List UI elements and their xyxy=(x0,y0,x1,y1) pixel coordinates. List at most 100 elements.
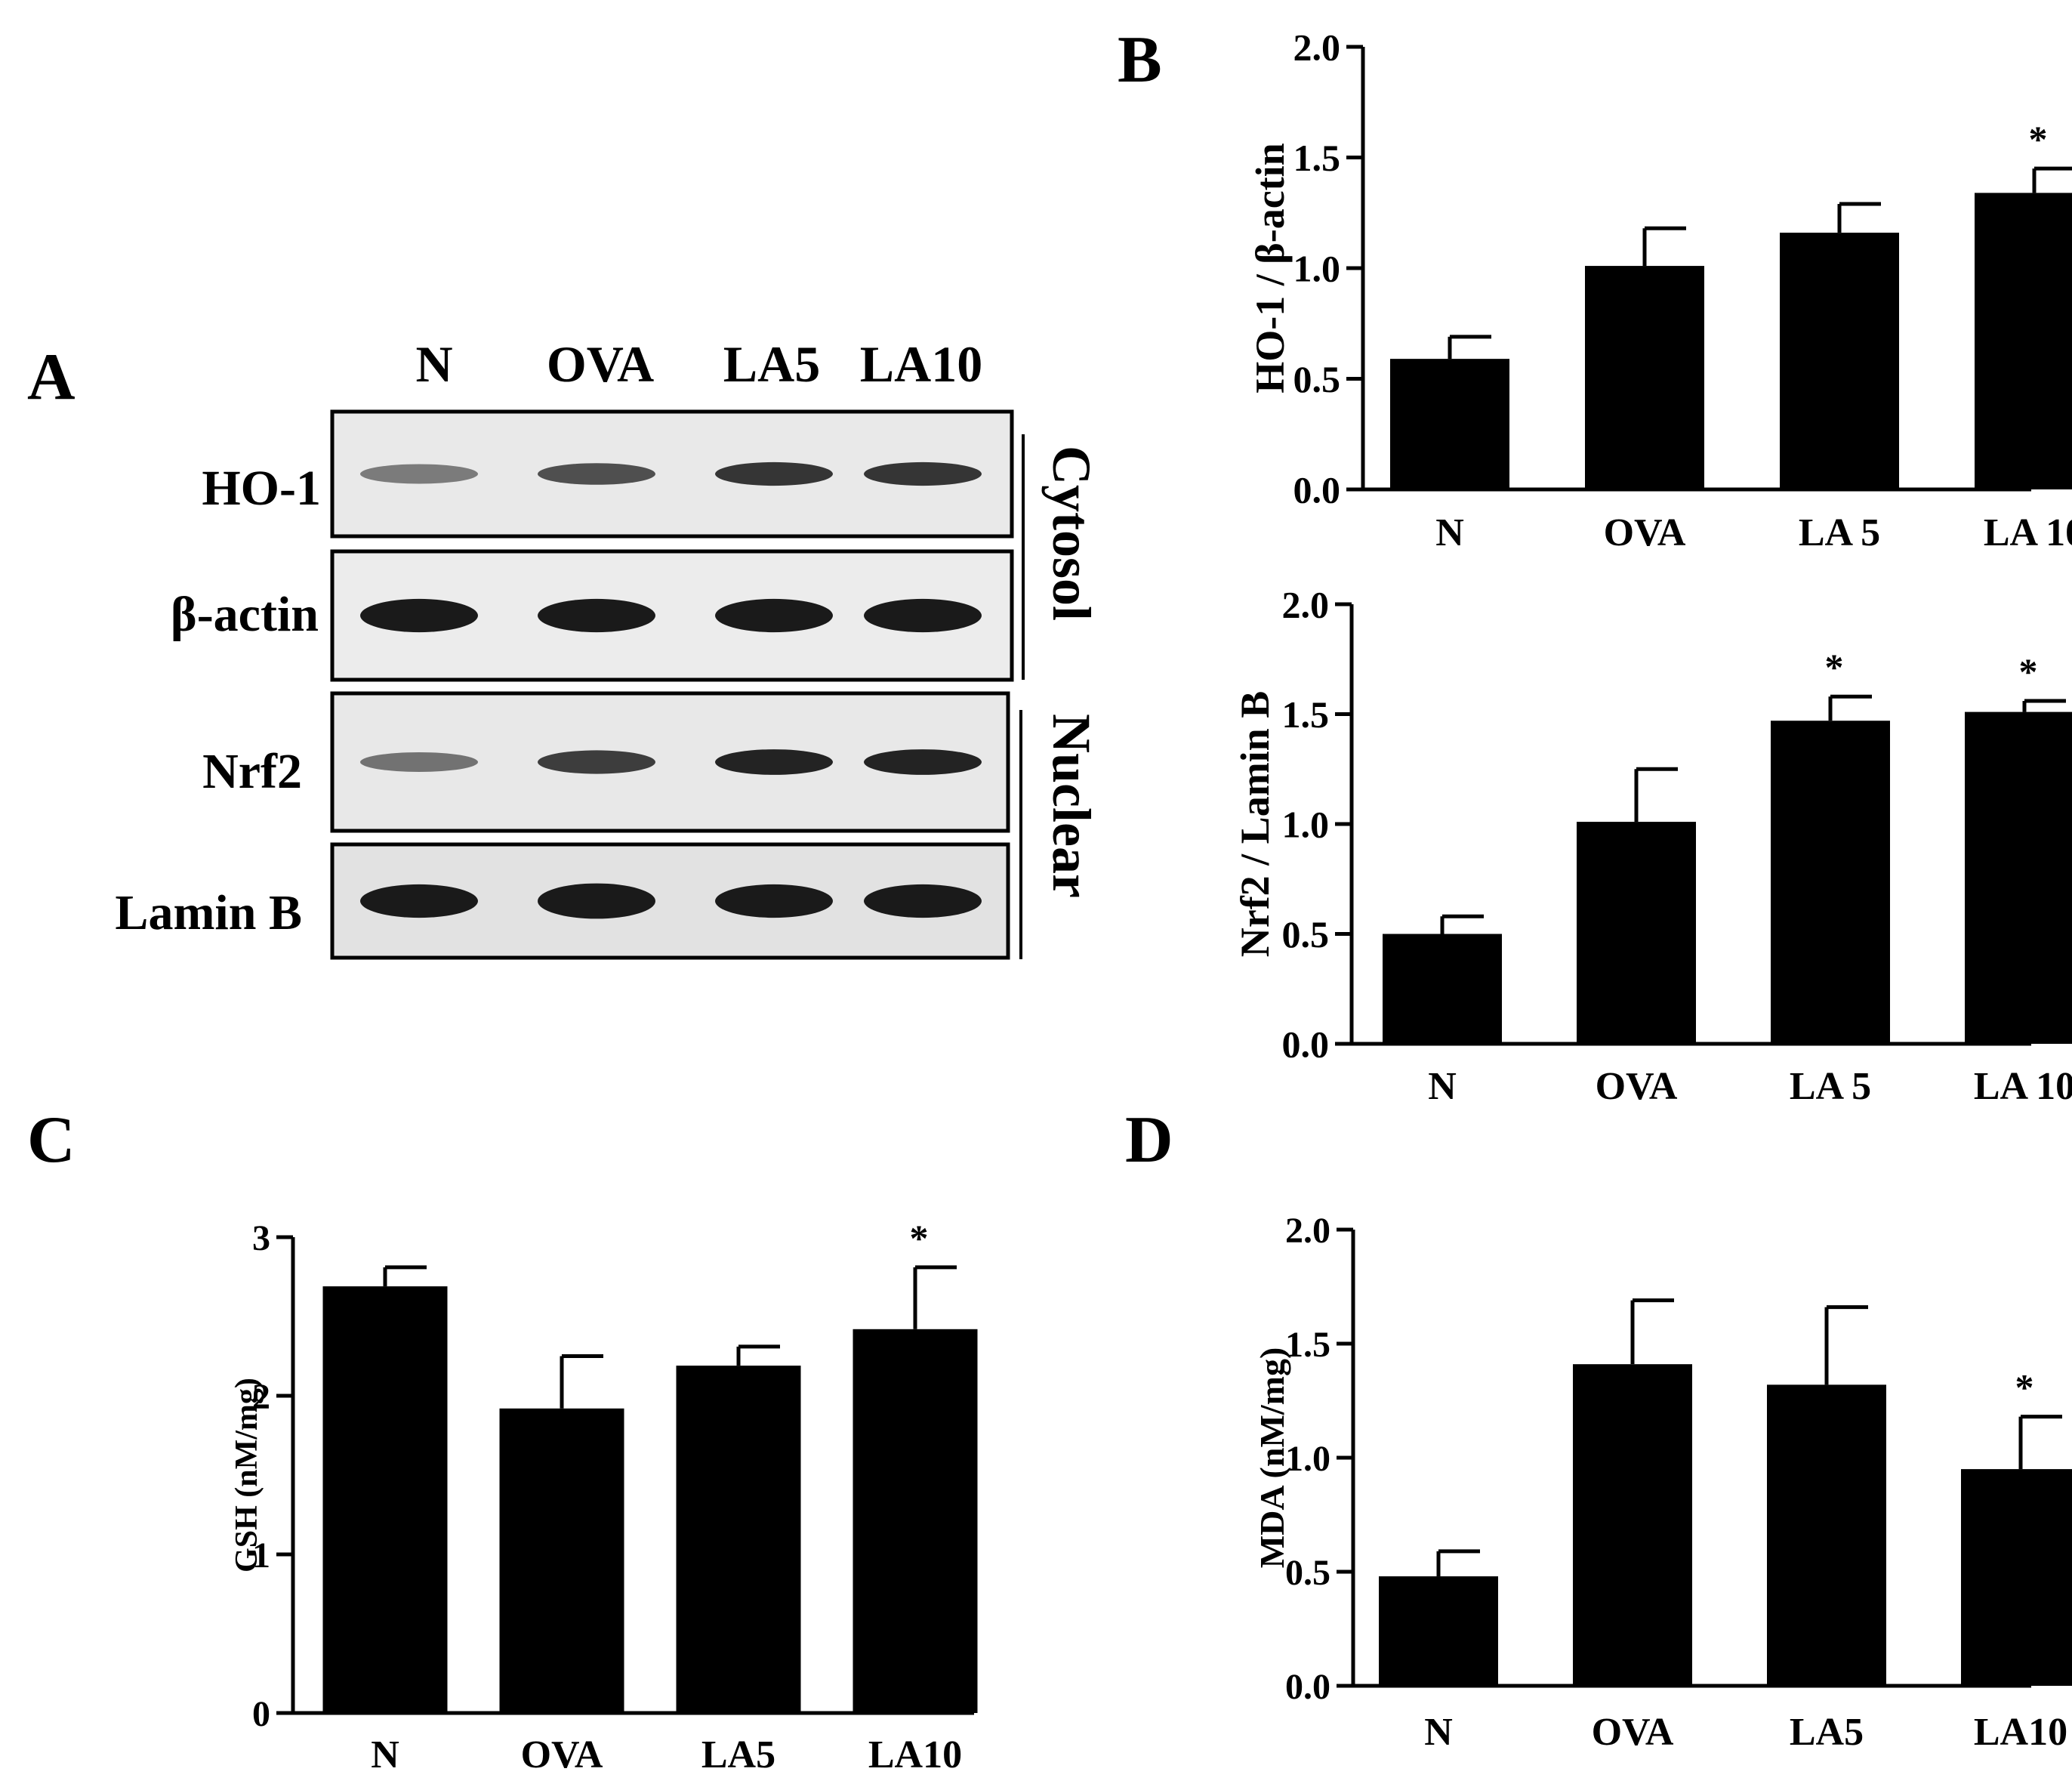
category-label: LA 5 xyxy=(1790,1065,1871,1108)
chart-nrf2: 0.0 0.5 1.0 1.5 2.0 Nrf2 / Lamin B N OVA * LA 5 * L… xyxy=(1232,584,2072,1108)
panel-label-a: A xyxy=(27,341,76,414)
western-blot: N OVA LA5 LA10 HO-1 β-actin Nrf2 Lamin B xyxy=(115,335,1102,960)
category-label: OVA xyxy=(1596,1065,1678,1108)
y-axis-label: MDA (nM/mg) xyxy=(1253,1347,1291,1569)
lane-label: LA10 xyxy=(860,335,982,393)
lane-labels: N OVA LA5 LA10 xyxy=(415,335,982,393)
category-label: N xyxy=(1424,1711,1453,1754)
bar xyxy=(1390,359,1509,489)
blot-strip xyxy=(330,691,1010,833)
y-tick-label: 0.5 xyxy=(1282,913,1330,955)
fraction-label-cytosol: Cytosol xyxy=(1041,446,1102,621)
blot-band xyxy=(360,464,478,484)
blot-band xyxy=(360,752,478,772)
panel-label-b: B xyxy=(1118,23,1162,97)
y-axis-label: GSH (nM/mg) xyxy=(230,1378,264,1573)
category-label: LA10 xyxy=(1974,1711,2067,1754)
blot-band xyxy=(715,598,833,633)
y-tick-label: 2.0 xyxy=(1293,26,1341,69)
blot-band xyxy=(538,463,655,485)
y-tick-label: 1.0 xyxy=(1285,1439,1330,1479)
category-label: LA5 xyxy=(701,1733,775,1776)
bar xyxy=(676,1366,801,1713)
category-label: LA 10 xyxy=(1984,511,2072,554)
category-label: LA5 xyxy=(1790,1711,1864,1754)
blot-band xyxy=(360,598,478,633)
category-label: N xyxy=(1435,511,1464,554)
blot-band xyxy=(715,749,833,775)
bar xyxy=(1965,711,2072,1044)
y-tick-label: 3 xyxy=(252,1218,270,1258)
fraction-brackets: Cytosol Nuclear xyxy=(1019,434,1102,959)
category-label: OVA xyxy=(1592,1711,1674,1754)
lane-label: LA5 xyxy=(723,335,820,393)
bar xyxy=(1379,1576,1498,1686)
y-axis-label: HO-1 / β-actin xyxy=(1247,143,1293,393)
y-tick-label: 0.5 xyxy=(1285,1553,1330,1593)
bar xyxy=(1771,721,1890,1044)
blot-band xyxy=(715,884,833,918)
y-tick-label: 2.0 xyxy=(1285,1211,1330,1251)
row-label: β-actin xyxy=(171,587,319,642)
y-tick-label: 1.5 xyxy=(1285,1325,1330,1365)
y-tick-label: 0.5 xyxy=(1293,358,1341,400)
y-tick-label: 2 xyxy=(252,1377,270,1417)
bar xyxy=(1975,193,2072,489)
blot-band xyxy=(864,598,982,633)
chart-mda: 0.0 0.5 1.0 1.5 2.0 MDA (nM/mg) N OVA LA5 * LA10 xyxy=(1253,1211,2072,1754)
row-label: Nrf2 xyxy=(202,744,302,799)
bar xyxy=(1767,1384,1886,1686)
row-labels: HO-1 β-actin Nrf2 Lamin B xyxy=(115,461,321,940)
category-label: LA10 xyxy=(868,1733,962,1776)
lane-label: N xyxy=(415,335,452,393)
blot-strips xyxy=(330,409,1014,960)
blot-band xyxy=(864,884,982,918)
blot-band xyxy=(538,750,655,774)
y-tick-label: 0.0 xyxy=(1285,1667,1330,1707)
y-tick-label: 0 xyxy=(252,1694,270,1734)
fraction-label-nuclear: Nuclear xyxy=(1041,714,1102,898)
category-label: N xyxy=(1428,1065,1457,1108)
y-tick-label: 1 xyxy=(252,1536,270,1576)
blot-band xyxy=(715,461,833,486)
y-tick-label: 0.0 xyxy=(1293,469,1341,511)
bar xyxy=(322,1286,448,1713)
bar xyxy=(1780,233,1899,489)
y-tick-label: 0.0 xyxy=(1282,1023,1330,1066)
bar xyxy=(1585,266,1704,489)
row-label: Lamin B xyxy=(115,885,302,940)
bar xyxy=(1577,822,1696,1044)
lane-label: OVA xyxy=(547,335,654,393)
blot-band xyxy=(360,884,478,918)
panel-label-c: C xyxy=(27,1103,76,1177)
blot-band xyxy=(864,749,982,775)
significance-mark: * xyxy=(2015,1366,2034,1409)
bar xyxy=(1383,934,1502,1044)
bar xyxy=(1961,1469,2072,1686)
y-tick-label: 1.5 xyxy=(1282,693,1330,736)
significance-mark: * xyxy=(910,1217,929,1259)
blot-strip xyxy=(330,409,1014,539)
significance-mark: * xyxy=(1825,646,1844,688)
bar xyxy=(1573,1364,1692,1686)
significance-mark: * xyxy=(2029,118,2048,160)
blot-band xyxy=(538,598,655,633)
bar xyxy=(853,1329,978,1713)
category-label: LA 5 xyxy=(1799,511,1880,554)
panel-label-d: D xyxy=(1125,1103,1173,1177)
blot-strip xyxy=(330,549,1014,682)
chart-gsh: 0 1 2 3 GSH (nM/mg) N OVA LA5 * LA10 xyxy=(230,1217,978,1776)
chart-ho1: 0.0 0.5 1.0 1.5 2.0 HO-1 / β-actin N OVA LA 5 * LA… xyxy=(1247,26,2072,554)
category-label: N xyxy=(371,1733,399,1776)
y-tick-label: 2.0 xyxy=(1282,584,1330,626)
blot-band xyxy=(864,461,982,486)
category-label: LA 10 xyxy=(1974,1065,2072,1108)
blot-band xyxy=(538,883,655,919)
blot-strip xyxy=(330,842,1010,960)
y-tick-label: 1.5 xyxy=(1293,137,1341,179)
y-axis-label: Nrf2 / Lamin B xyxy=(1232,691,1278,958)
bar xyxy=(499,1408,624,1713)
y-tick-label: 1.0 xyxy=(1282,804,1330,846)
significance-mark: * xyxy=(2019,650,2038,693)
